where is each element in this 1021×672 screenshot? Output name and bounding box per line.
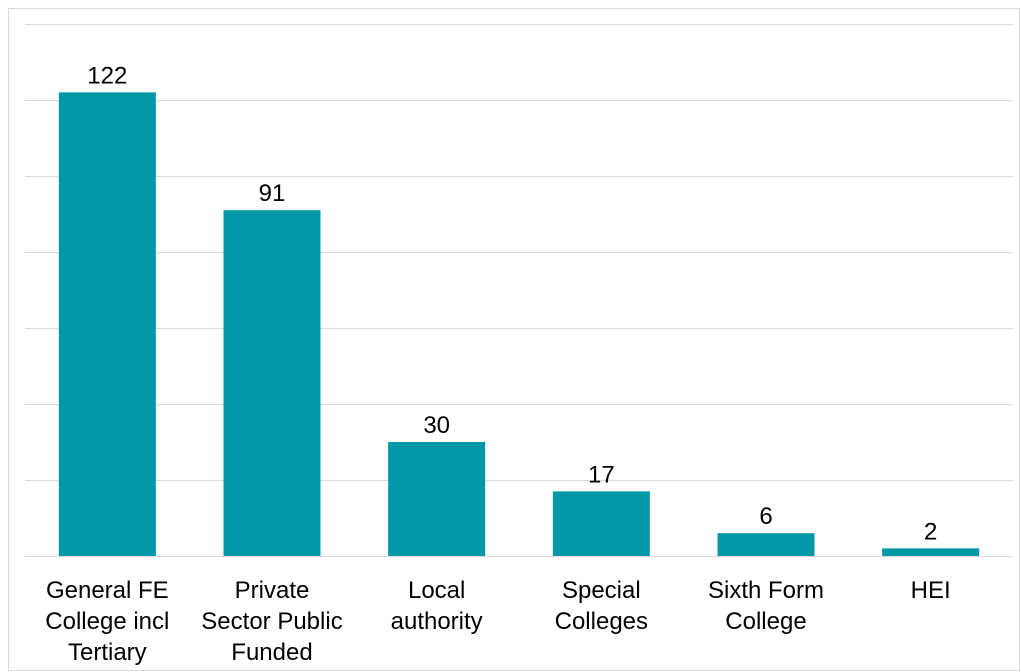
bar — [552, 491, 650, 556]
category-label-line: Funded — [231, 639, 312, 666]
value-labels: 122 91 30 17 6 2 — [87, 62, 937, 545]
category-label-line: General FE — [46, 577, 169, 604]
data-label: 2 — [924, 518, 937, 545]
bar — [882, 548, 980, 556]
category-label-line: Special — [562, 577, 641, 604]
data-label: 30 — [423, 412, 450, 439]
category-label-line: Tertiary — [68, 639, 147, 666]
category-label-line: College — [725, 608, 806, 635]
category-label-line: Private — [235, 577, 310, 604]
category-label: Special Colleges — [555, 577, 648, 635]
category-labels: General FE College incl Tertiary Private Sec… — [45, 577, 950, 666]
category-label-line: College incl — [45, 608, 169, 635]
category-label-line: Colleges — [555, 608, 648, 635]
bar — [223, 210, 321, 556]
data-label: 122 — [87, 62, 127, 89]
data-label: 17 — [588, 461, 615, 488]
category-label: Local authority — [391, 577, 483, 635]
category-label-line: authority — [391, 608, 483, 635]
category-label-line: Sector Public — [201, 608, 342, 635]
data-label: 91 — [259, 180, 286, 207]
data-label: 6 — [759, 503, 772, 530]
bar — [717, 533, 815, 556]
bar — [388, 442, 486, 556]
category-label: HEI — [911, 577, 951, 604]
chart-frame — [8, 8, 1020, 671]
bars — [58, 92, 980, 557]
category-label: Private Sector Public Funded — [201, 577, 342, 666]
category-label: General FE College incl Tertiary — [45, 577, 169, 666]
category-label: Sixth Form College — [708, 577, 824, 635]
gridlines — [25, 24, 1013, 557]
bar — [58, 92, 156, 557]
category-label-line: HEI — [911, 577, 951, 604]
category-label-line: Sixth Form — [708, 577, 824, 604]
category-label-line: Local — [408, 577, 465, 604]
